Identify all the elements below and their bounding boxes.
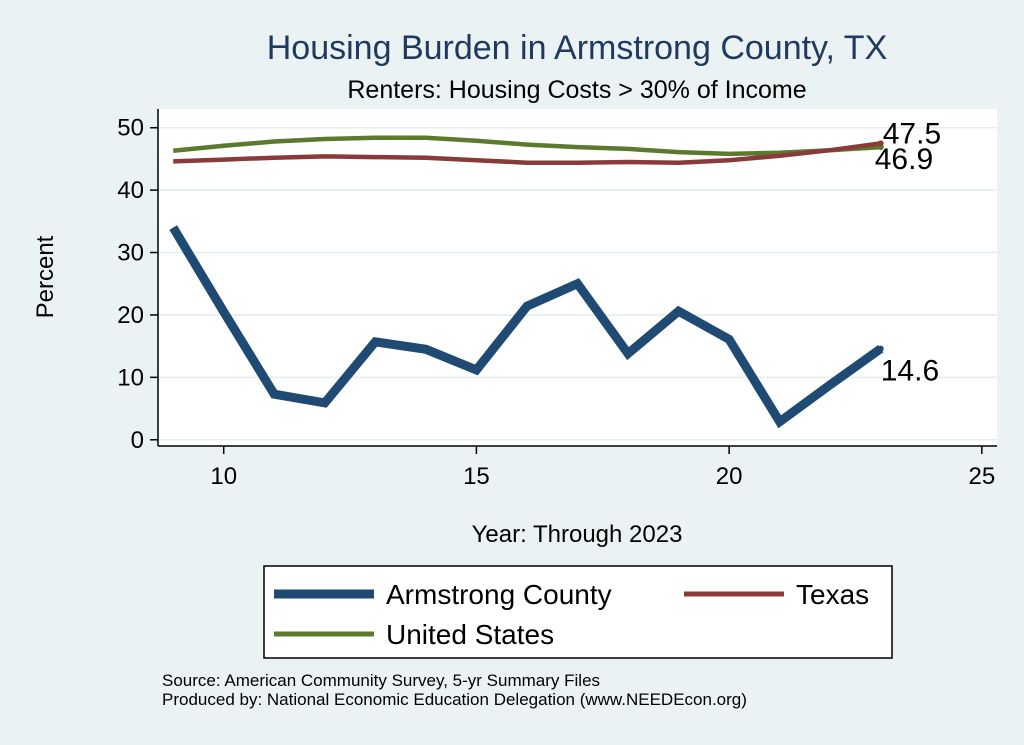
legend-label-united-states: United States: [386, 619, 554, 650]
y-tick-label: 40: [117, 177, 144, 204]
series-line-united-states: [172, 135, 881, 157]
x-tick-label: 20: [716, 463, 743, 490]
legend: Armstrong County Texas United States: [274, 579, 869, 650]
end-label-armstrong-county: 14.6: [881, 355, 939, 388]
x-tick-label: 15: [463, 463, 490, 490]
x-axis-title: Year: Through 2023: [472, 521, 683, 548]
plot-area: [158, 109, 997, 446]
x-tick-label: 25: [968, 463, 995, 490]
series-lines: [169, 135, 884, 429]
source-note: Source: American Community Survey, 5-yr …: [162, 671, 600, 690]
chart-subtitle: Renters: Housing Costs > 30% of Income: [347, 76, 806, 104]
y-ticks: 0 10 20 30 40 50: [117, 115, 158, 454]
end-labels: 14.6 46.947.5: [875, 117, 941, 387]
series-line-armstrong-county: [169, 225, 884, 429]
y-axis-title: Percent: [32, 235, 59, 318]
y-tick-label: 10: [117, 364, 144, 391]
series-line-texas: [173, 141, 882, 165]
x-tick-label: 10: [210, 463, 237, 490]
legend-label-texas: Texas: [796, 579, 869, 610]
y-tick-label: 30: [117, 240, 144, 267]
x-ticks: 10 15 20 25: [210, 446, 995, 490]
grid-lines: [158, 126, 997, 441]
y-tick-label: 20: [117, 302, 144, 329]
legend-label-armstrong-county: Armstrong County: [386, 579, 612, 610]
end-point-armstrong-county: [877, 345, 884, 352]
end-label-texas: 47.5: [883, 117, 941, 150]
end-label-united-states: 46.9: [875, 143, 933, 176]
legend-box: [263, 565, 893, 659]
end-point-texas: [877, 140, 884, 147]
y-tick-label: 0: [131, 427, 144, 454]
chart-title: Housing Burden in Armstrong County, TX: [267, 29, 888, 67]
y-tick-label: 50: [117, 115, 144, 142]
producer-note: Produced by: National Economic Education…: [162, 690, 747, 709]
